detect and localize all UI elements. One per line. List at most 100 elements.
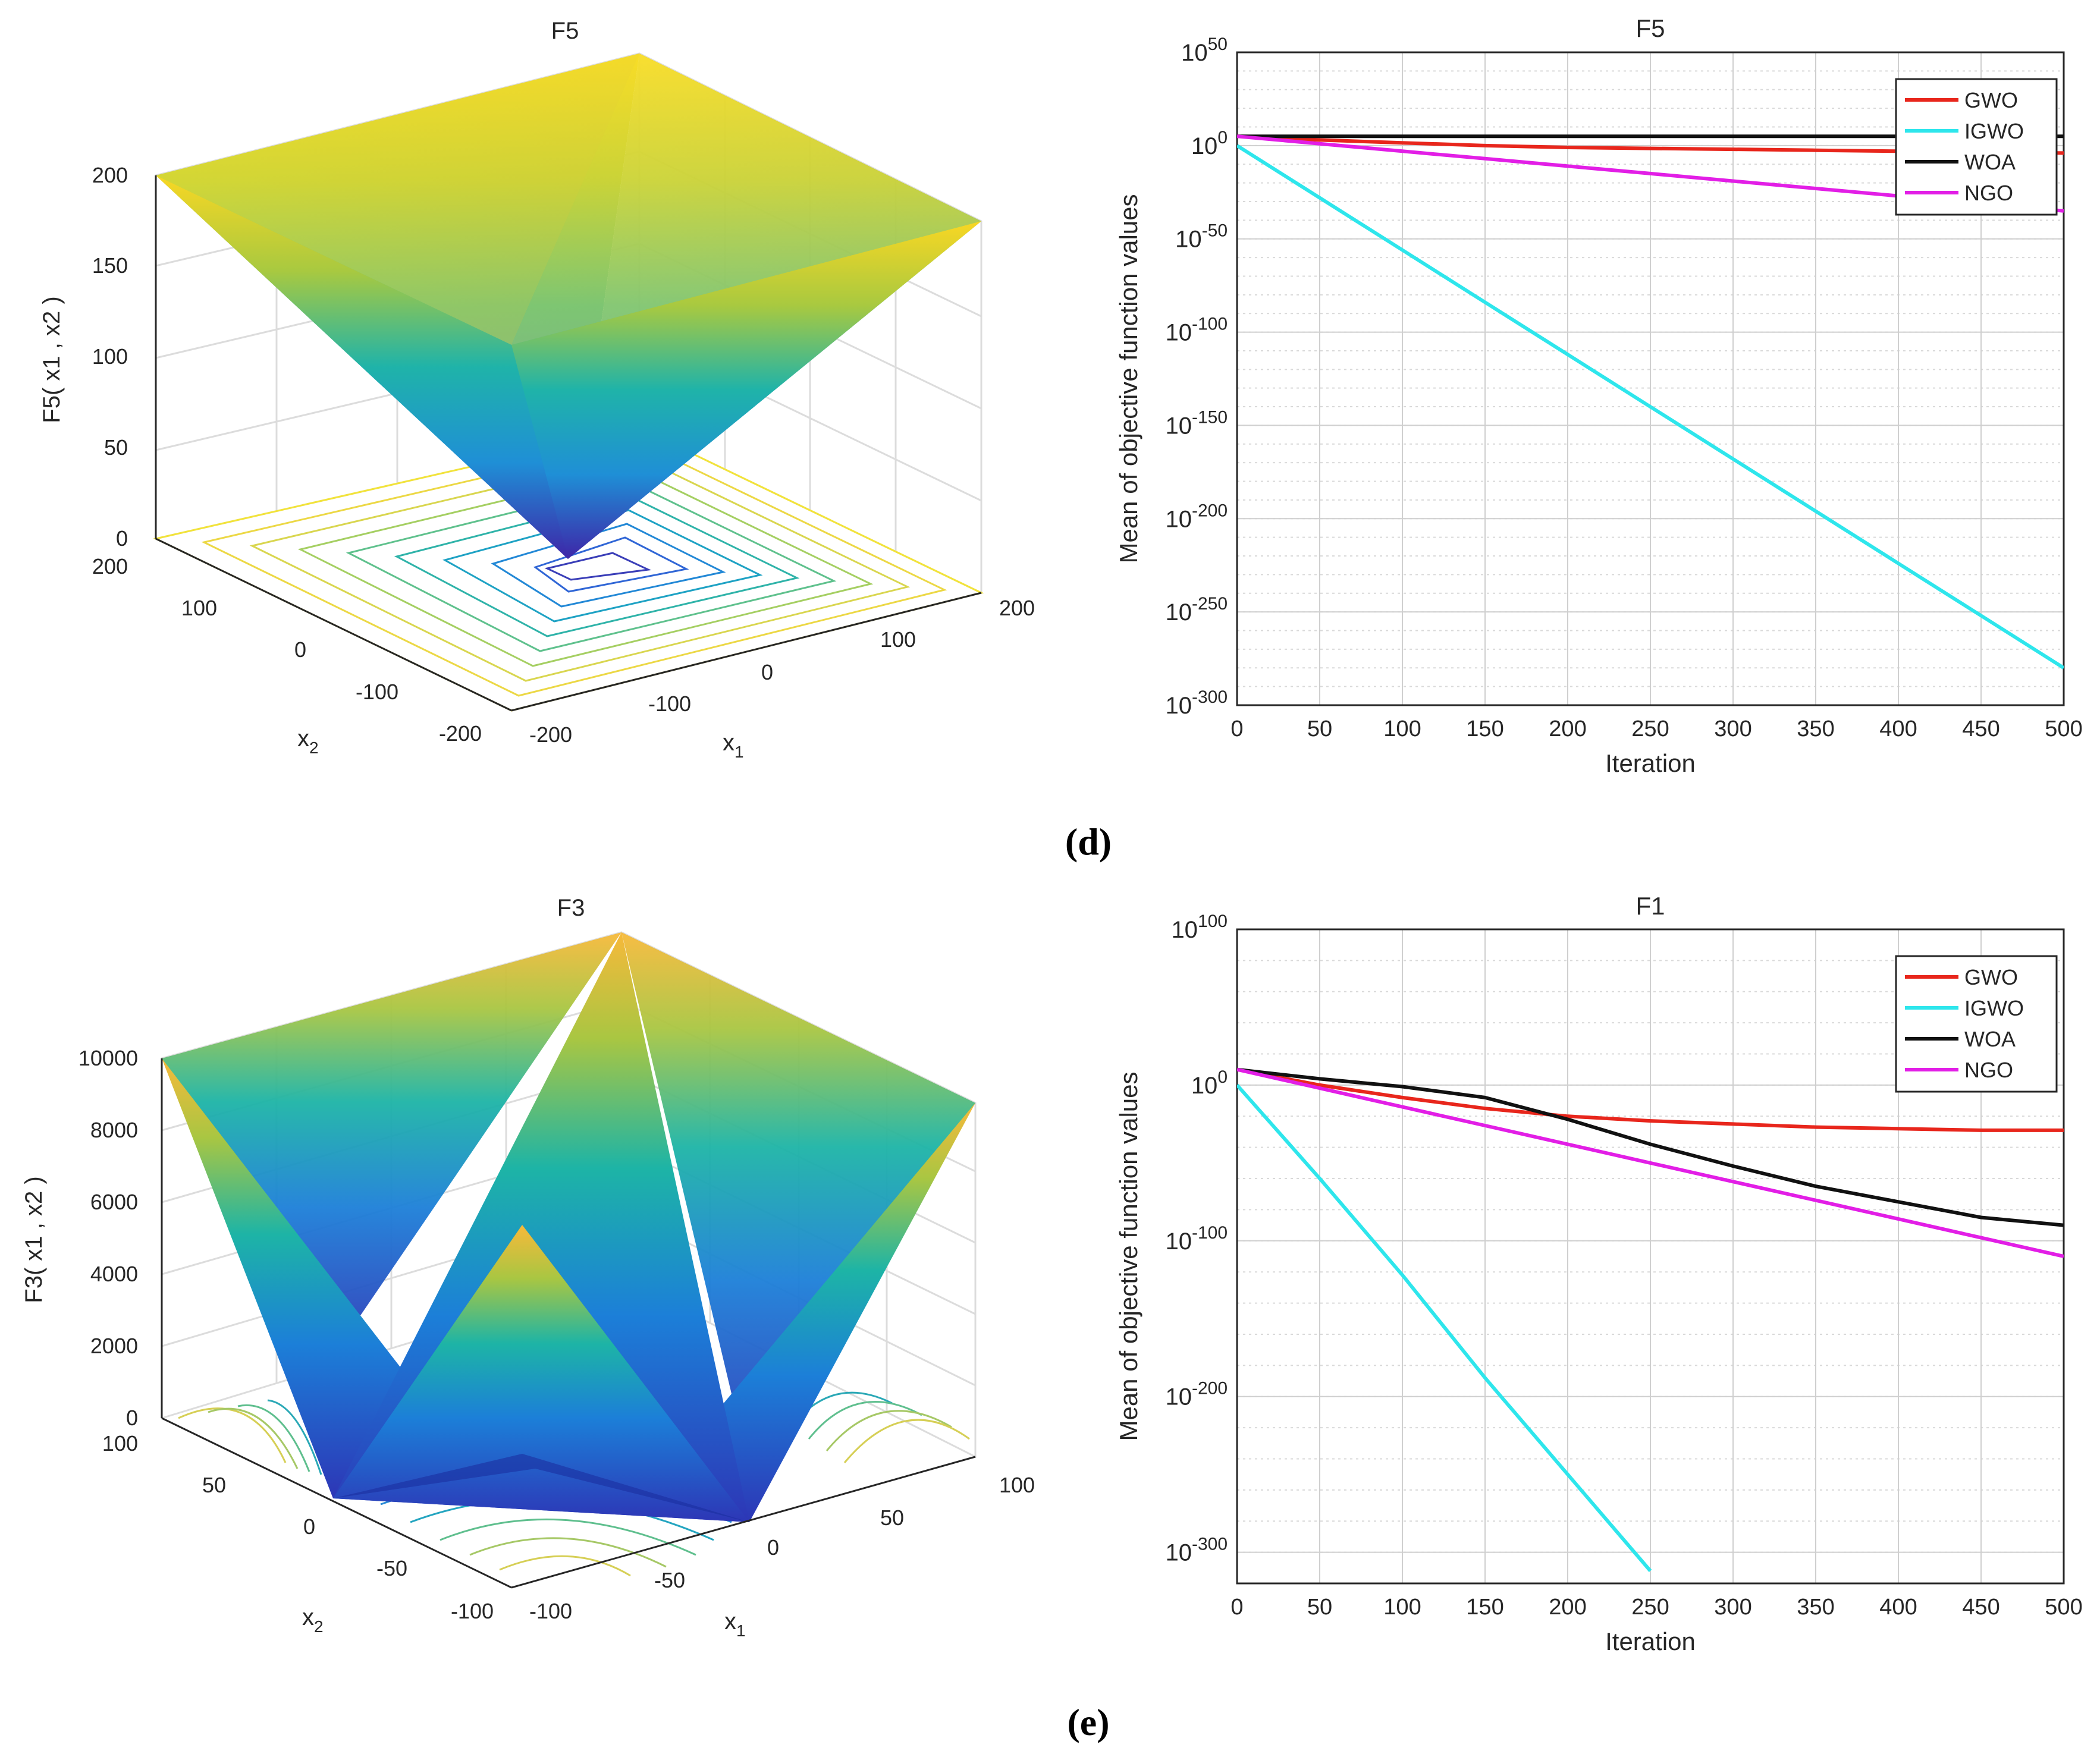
x1-label-sub: 1 xyxy=(734,743,744,761)
z-tick: 0 xyxy=(126,1406,138,1430)
x-axis-label: Iteration xyxy=(1605,1627,1696,1655)
legend-label-gwo: GWO xyxy=(1964,965,2018,989)
y-tick-exponent: -100 xyxy=(1192,1223,1228,1243)
surface-plot-f3: 0 2000 4000 6000 8000 10000 -100 -50 0 5… xyxy=(21,895,1035,1640)
y-tick-label: 10-200 xyxy=(1165,501,1228,532)
x2-tick: -50 xyxy=(376,1556,407,1580)
x1-tick: 0 xyxy=(767,1535,779,1560)
x-tick-label: 100 xyxy=(1383,1595,1421,1620)
x-tick-label: 50 xyxy=(1307,716,1332,741)
surface-valley xyxy=(333,1454,749,1522)
y-tick-label: 100 xyxy=(1191,128,1228,159)
y-tick-exponent: -200 xyxy=(1192,501,1228,520)
y-tick-label: 1050 xyxy=(1181,34,1228,66)
z-axis-label: F3( x1 , x2 ) xyxy=(21,1176,47,1303)
y-tick-base: 10 xyxy=(1175,227,1202,253)
y-tick-base: 10 xyxy=(1165,693,1192,719)
z-tick: 6000 xyxy=(90,1190,138,1214)
z-tick: 0 xyxy=(116,526,128,551)
legend-label-gwo: GWO xyxy=(1964,88,2018,112)
z-axis-label: F5( x1 , x2 ) xyxy=(39,296,65,423)
y-tick-base: 10 xyxy=(1165,320,1192,346)
x2-tick: 0 xyxy=(303,1514,315,1539)
series-line-ngo xyxy=(1237,1067,2064,1258)
y-tick-exponent: -250 xyxy=(1192,594,1228,614)
y-tick-base: 10 xyxy=(1191,1073,1218,1099)
x-tick-label: 250 xyxy=(1631,716,1669,741)
x-tick-label: 300 xyxy=(1714,716,1751,741)
x2-tick: 100 xyxy=(102,1431,138,1456)
y-tick-exponent: 50 xyxy=(1208,34,1228,54)
surface-axes xyxy=(155,175,982,712)
legend-label-woa: WOA xyxy=(1964,1027,2016,1051)
series-group xyxy=(1237,1067,2064,1572)
y-tick-base: 10 xyxy=(1165,1228,1192,1255)
caption-d-close: ) xyxy=(1099,821,1112,863)
surface-front-peak xyxy=(333,1225,749,1522)
plot-frame xyxy=(1236,51,2065,706)
caption-e-open: ( xyxy=(1067,1701,1079,1743)
x-tick-label: 200 xyxy=(1549,716,1586,741)
y-tick-label: 10-250 xyxy=(1165,594,1228,626)
legend-label-ngo: NGO xyxy=(1964,181,2013,205)
x1-tick: -50 xyxy=(654,1568,685,1592)
surface-plot-f5: 0 50 100 150 200 -200 -100 0 100 200 -20… xyxy=(39,18,1035,761)
y-tick-base: 10 xyxy=(1165,413,1192,439)
legend-label-igwo: IGWO xyxy=(1964,119,2024,143)
x2-tick: 50 xyxy=(202,1473,226,1497)
x2-tick: 200 xyxy=(92,554,128,579)
series-line-igwo xyxy=(1237,1083,1652,1572)
y-axis-label: Mean of objective function values xyxy=(1115,194,1142,563)
caption-d: (d) xyxy=(1065,821,1112,863)
surface-top-sheen-2 xyxy=(511,54,981,345)
y-tick-base: 10 xyxy=(1191,133,1218,159)
x1-label-base: x xyxy=(723,730,734,756)
y-axis-label: Mean of objective function values xyxy=(1115,1071,1142,1441)
x1-tick: 50 xyxy=(880,1506,904,1530)
chart-title: F5 xyxy=(1636,14,1665,42)
y-tick-exponent: 0 xyxy=(1217,128,1228,147)
series-line-gwo xyxy=(1237,1067,2064,1132)
y-tick-base: 10 xyxy=(1165,506,1192,532)
z-tick: 150 xyxy=(92,253,128,278)
x2-axis-label: x2 xyxy=(297,725,319,757)
convergence-chart-f5: 0 50 100 150 200 250 300 350 400 450 50010-30010-2… xyxy=(1115,14,2083,777)
x-tick-label: 350 xyxy=(1797,716,1834,741)
x-tick-label: 0 xyxy=(1231,716,1243,741)
surface-front-left xyxy=(156,175,568,559)
x1-tick: 100 xyxy=(880,627,916,652)
x-axis-label: Iteration xyxy=(1605,749,1696,777)
x2-tick: 100 xyxy=(181,596,217,620)
x1-axis-label: x1 xyxy=(724,1608,746,1640)
x-tick-label: 300 xyxy=(1714,1595,1751,1620)
x-tick-label: 50 xyxy=(1307,1595,1332,1620)
y-tick-label: 10-100 xyxy=(1165,1223,1228,1255)
x-tick-label: 250 xyxy=(1631,1595,1669,1620)
caption-e: (e) xyxy=(1067,1701,1109,1743)
x-tick-label: 150 xyxy=(1466,1595,1503,1620)
x-tick-label: 200 xyxy=(1549,1595,1586,1620)
x-tick-label: 500 xyxy=(2045,716,2082,741)
legend-label-ngo: NGO xyxy=(1964,1058,2013,1082)
z-tick: 50 xyxy=(104,435,128,460)
y-tick-base: 10 xyxy=(1181,40,1208,66)
y-tick-label: 100 xyxy=(1191,1067,1228,1099)
y-tick-base: 10 xyxy=(1165,1384,1192,1410)
z-tick: 8000 xyxy=(90,1118,138,1142)
x1-label-base: x xyxy=(724,1608,736,1635)
x2-tick: -100 xyxy=(356,680,398,704)
caption-e-close: ) xyxy=(1097,1701,1109,1743)
surface-top-sheen xyxy=(156,54,639,345)
x1-tick: -100 xyxy=(648,692,691,716)
y-tick-exponent: 100 xyxy=(1198,912,1228,931)
surface-title: F5 xyxy=(551,18,579,44)
y-tick-label: 10100 xyxy=(1171,912,1228,943)
x-tick-label: 450 xyxy=(1962,716,1999,741)
legend: GWO IGWO WOA NGO xyxy=(1895,955,2058,1093)
legend-label-igwo: IGWO xyxy=(1964,996,2024,1020)
y-tick-label: 10-50 xyxy=(1175,221,1228,253)
x-tick-label: 400 xyxy=(1879,1595,1917,1620)
caption-e-letter: e xyxy=(1080,1701,1097,1743)
legend-label-woa: WOA xyxy=(1964,150,2016,174)
